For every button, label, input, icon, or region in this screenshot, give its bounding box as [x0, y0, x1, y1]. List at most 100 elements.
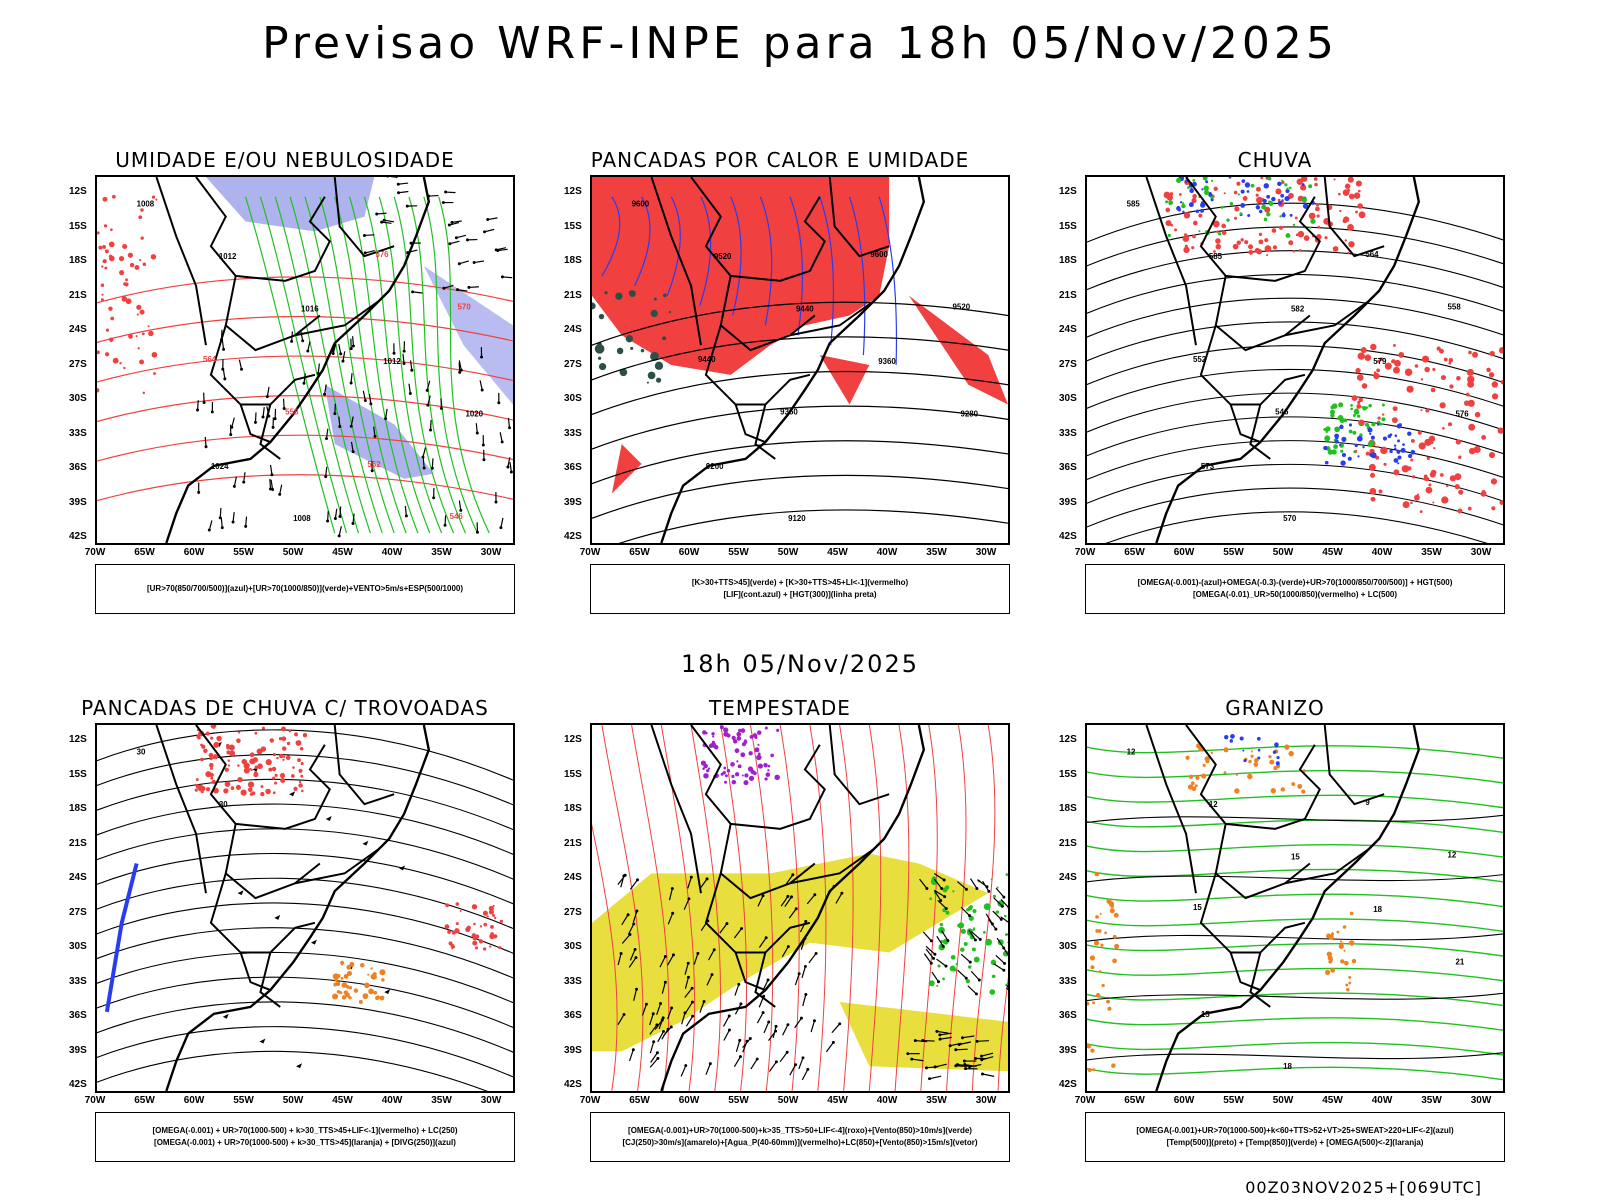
- rain-area: [1347, 224, 1354, 231]
- thunderstorm-orange: [362, 993, 369, 1000]
- wind-vector: [1000, 899, 1008, 908]
- rain-area: [1324, 236, 1328, 240]
- rain-area: [1384, 362, 1392, 370]
- wind-vector-head: [382, 218, 386, 222]
- rain-area: [1347, 251, 1350, 254]
- height-contour: [592, 405, 1008, 450]
- wind-vector-head: [349, 424, 353, 428]
- lat-label: 39S: [69, 1044, 87, 1056]
- lat-label: 21S: [69, 289, 87, 301]
- wind-vector: [649, 1041, 655, 1054]
- rain-area: [1432, 501, 1435, 504]
- rain-area-green: [1337, 414, 1344, 421]
- omega-area: [1098, 970, 1102, 973]
- thunderstorm-area: [251, 791, 256, 796]
- wind-vector-head: [351, 522, 355, 525]
- wind-vector-head: [651, 1012, 655, 1016]
- rain-area-blue: [1302, 203, 1309, 209]
- contour-label: 9200: [706, 462, 724, 471]
- wind-vector: [303, 373, 306, 384]
- rain-area-blue: [1271, 196, 1276, 202]
- temp850-contour: [1087, 1066, 1503, 1081]
- contour-label: 18: [1283, 1062, 1292, 1071]
- thunderstorm-area: [210, 736, 214, 740]
- severe-area: [722, 771, 726, 775]
- omega-area: [1202, 763, 1206, 767]
- lon-label: 45W: [827, 1095, 848, 1106]
- contour-line: [97, 395, 513, 423]
- wind-vector-head: [644, 1002, 648, 1006]
- streamline: [97, 951, 513, 1004]
- wind-vector: [245, 516, 248, 527]
- humidity-dot: [136, 304, 142, 310]
- wind-vector: [955, 1048, 968, 1051]
- rain-area-green: [1288, 186, 1292, 190]
- wind-vector: [412, 291, 423, 294]
- lon-label: 55W: [1223, 547, 1244, 558]
- omega-area: [1348, 981, 1352, 985]
- wind-vector: [967, 985, 977, 995]
- rain-area: [1491, 506, 1496, 511]
- temp850-contour: [1087, 893, 1503, 908]
- legend-line: [LIF](cont.azul) + [HGT(300)](linha pret…: [723, 590, 877, 599]
- wind-vector: [970, 970, 980, 981]
- lat-label: 12S: [1059, 186, 1077, 197]
- rain-area: [1356, 403, 1362, 409]
- thunderstorm-area: [297, 758, 301, 763]
- rain-area-green: [1176, 177, 1182, 184]
- lat-label: 39S: [564, 1044, 582, 1056]
- wind-vector-head: [441, 201, 445, 205]
- rain-area-blue: [1387, 434, 1392, 438]
- omega-area: [1223, 771, 1227, 774]
- omega-area: [1099, 912, 1102, 915]
- wind-vector: [487, 217, 498, 221]
- wind-vector: [654, 1019, 663, 1030]
- wind-vector-head: [270, 473, 274, 477]
- omega-area: [1112, 958, 1117, 964]
- wind-vector-head: [386, 177, 389, 178]
- wind-vector: [667, 954, 674, 966]
- contour-label: 9600: [632, 200, 650, 209]
- rain-area-blue: [1367, 427, 1373, 433]
- rain-area-blue: [1262, 198, 1267, 204]
- streamline: [97, 976, 513, 1029]
- thunderstorm-area: [499, 919, 504, 924]
- humidity-dot: [108, 241, 115, 248]
- omega-area: [1346, 988, 1350, 992]
- thunderstorm-orange: [367, 973, 370, 976]
- wind-vector-head: [690, 1000, 694, 1004]
- wind-vector-head: [937, 980, 941, 984]
- contour-label: 9600: [870, 250, 888, 259]
- rain-area-green: [1301, 197, 1307, 203]
- wind-vector-head: [831, 1040, 835, 1044]
- thunderstorm-area: [210, 776, 214, 780]
- rain-area: [1213, 250, 1216, 253]
- wind-vector-head: [202, 401, 206, 404]
- contour-label: 1020: [465, 409, 483, 418]
- rain-area: [1423, 474, 1428, 479]
- wind-vector: [1003, 947, 1008, 956]
- contour-label: 564: [203, 355, 217, 364]
- wind-vector: [684, 987, 693, 998]
- rain-area: [1358, 211, 1366, 219]
- contour-label: 1008: [137, 200, 155, 209]
- wind-vector: [985, 913, 993, 925]
- wind-vector: [911, 1058, 924, 1062]
- wind-vector-head: [338, 425, 342, 428]
- omega-area: [1326, 951, 1332, 957]
- lat-label: 18S: [1059, 255, 1077, 266]
- rain-area: [1313, 177, 1318, 181]
- streamline-arrow: [289, 791, 296, 797]
- humidity-dot: [134, 265, 140, 270]
- humidity-dot: [119, 270, 125, 276]
- instability-edge: [654, 361, 664, 370]
- wind-vector-head: [738, 1038, 742, 1042]
- rain-area: [1440, 375, 1446, 381]
- rain-area: [1288, 240, 1294, 246]
- contour-line: [1087, 226, 1503, 267]
- thunderstorm-area: [455, 922, 459, 926]
- wind-vector: [735, 1040, 741, 1052]
- omega-area: [1345, 983, 1349, 987]
- rain-area-green: [1281, 179, 1284, 182]
